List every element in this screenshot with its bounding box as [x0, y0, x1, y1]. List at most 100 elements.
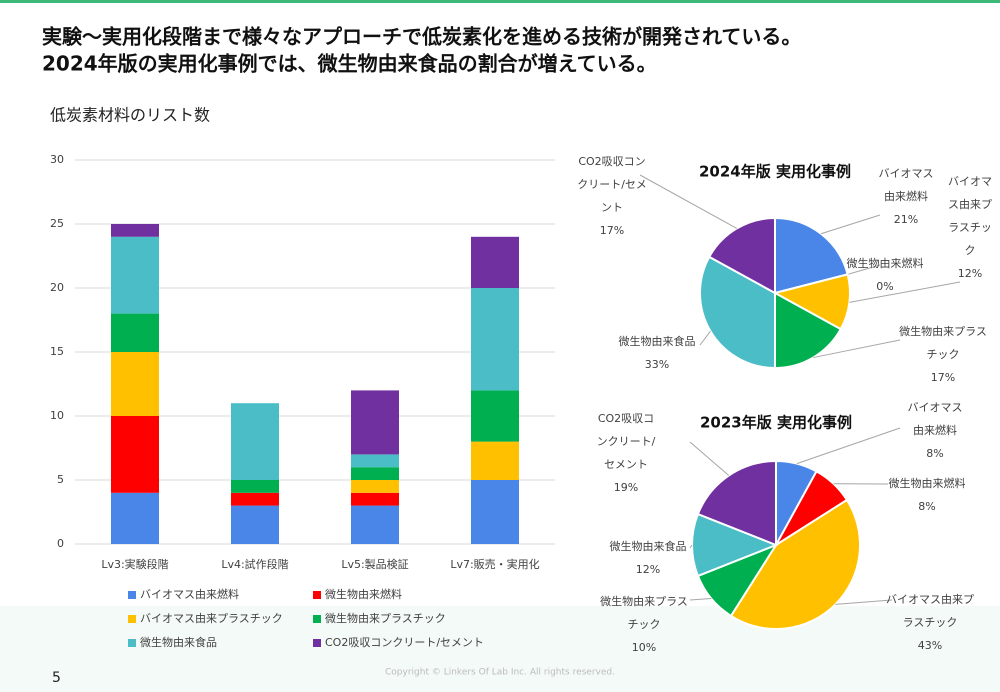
- legend-label: バイオマス由来プラスチック: [140, 611, 283, 625]
- legend-swatch: [313, 639, 321, 647]
- y-tick-label: 0: [57, 537, 64, 550]
- legend-swatch: [128, 615, 136, 623]
- pie-label-name: 微生物由来プラスチック: [899, 325, 987, 361]
- pie-label-name: 微生物由来燃料: [888, 477, 966, 490]
- bar-segment: [351, 480, 399, 493]
- legend-swatch: [313, 615, 321, 623]
- leader-line: [689, 441, 730, 476]
- leader-line: [820, 214, 881, 235]
- leader-line: [835, 599, 893, 605]
- bar-segment: [471, 288, 519, 391]
- pie-label-name: バイオマス由来プラスチック: [886, 593, 974, 629]
- pie-label-value: 8%: [926, 447, 944, 460]
- x-tick-label: Lv3:実験段階: [101, 557, 168, 571]
- y-tick-label: 25: [50, 217, 64, 230]
- y-tick-label: 15: [50, 345, 64, 358]
- top-rule: [0, 0, 1000, 3]
- pie-title: 2024年版 実用化事例: [699, 163, 851, 181]
- bar-segment: [231, 480, 279, 493]
- page-number: 5: [52, 670, 61, 686]
- bar-segment: [111, 313, 159, 352]
- pie-label-name: 微生物由来燃料: [846, 257, 924, 270]
- legend-label: 微生物由来食品: [140, 635, 217, 649]
- leader-line: [813, 339, 901, 359]
- x-tick-label: Lv7:販売・実用化: [450, 557, 539, 571]
- leader-line: [699, 330, 711, 346]
- legend-label: 微生物由来燃料: [325, 587, 402, 601]
- leader-line: [849, 281, 961, 303]
- pie-label-name: 微生物由来食品: [609, 540, 687, 553]
- legend-label: CO2吸収コンクリート/セメント: [325, 636, 484, 649]
- x-tick-label: Lv5:製品検証: [341, 557, 408, 571]
- leader-line: [689, 544, 693, 549]
- pie-label-value: 17%: [930, 371, 956, 384]
- pie-label-name: バイオマス由来燃料: [907, 401, 963, 437]
- pie-label: バイオマス由来プラスチック 12%: [945, 170, 995, 285]
- pie-label-value: 43%: [917, 639, 943, 652]
- copyright: Copyright © Linkers Of Lab Inc. All righ…: [385, 668, 615, 678]
- bar-segment: [111, 492, 159, 544]
- bar-segment: [351, 492, 399, 506]
- bar-segment: [231, 492, 279, 506]
- pie-label-name: CO2吸収コンクリート/セメント: [577, 155, 647, 214]
- leader-line: [847, 264, 881, 275]
- pie-label-name: 微生物由来プラスチック: [600, 595, 688, 631]
- pie-label: 微生物由来食品 33%: [611, 330, 703, 376]
- legend-swatch: [313, 591, 321, 599]
- chart-title: 低炭素材料のリスト数: [50, 106, 210, 125]
- legend-label: バイオマス由来燃料: [140, 587, 239, 601]
- footer-band: [0, 606, 1000, 692]
- pie-label-value: 12%: [635, 563, 661, 576]
- pie-label-name: バイオマス由来燃料: [878, 167, 934, 203]
- pie-label: バイオマス由来燃料 8%: [904, 396, 966, 465]
- bar-segment: [231, 403, 279, 480]
- bar-segment: [351, 505, 399, 544]
- bar-segment: [231, 505, 279, 544]
- pie-label: 微生物由来プラスチック 10%: [600, 590, 688, 659]
- pie-label: 微生物由来燃料 0%: [840, 252, 930, 298]
- pie-slice: [774, 291, 843, 370]
- pie-label-value: 12%: [957, 267, 983, 280]
- pie-label-value: 17%: [599, 224, 625, 237]
- pie-label-value: 0%: [876, 280, 894, 293]
- pie-label-name: バイオマス由来プラスチック: [948, 175, 992, 257]
- y-tick-label: 10: [50, 409, 64, 422]
- bar-segment: [351, 454, 399, 468]
- y-tick-label: 5: [57, 473, 64, 486]
- leader-line: [689, 598, 712, 601]
- leader-line: [796, 427, 901, 465]
- bar-segment: [111, 416, 159, 493]
- legend-label: 微生物由来プラスチック: [325, 611, 446, 625]
- bar-segment: [471, 480, 519, 544]
- bar-segment: [111, 352, 159, 416]
- pie-label: 微生物由来燃料 8%: [882, 472, 972, 518]
- bar-segment: [111, 224, 159, 237]
- pie-label: CO2吸収コンクリート/セメント 19%: [595, 407, 657, 499]
- pie-label-value: 21%: [893, 213, 919, 226]
- pie-label: バイオマス由来プラスチック 43%: [885, 588, 975, 657]
- bar-segment: [471, 236, 519, 288]
- pie-label-value: 19%: [613, 481, 639, 494]
- pie-label: 微生物由来プラスチック 17%: [898, 320, 988, 389]
- pie-label: 微生物由来食品 12%: [604, 535, 692, 581]
- pie-title: 2023年版 実用化事例: [700, 414, 852, 432]
- bar-segment: [351, 390, 399, 455]
- bar-segment: [351, 467, 399, 480]
- pie-label-name: CO2吸収コンクリート/セメント: [596, 412, 656, 471]
- pie-label: バイオマス由来燃料 21%: [875, 162, 937, 231]
- pie-label: CO2吸収コンクリート/セメント 17%: [573, 150, 651, 242]
- legend-swatch: [128, 591, 136, 599]
- y-tick-label: 30: [50, 153, 64, 166]
- header-title: 2024年版の実用化事例では、微生物由来食品の割合が増えている。: [42, 52, 657, 76]
- header-title: 実験〜実用化段階まで様々なアプローチで低炭素化を進める技術が開発されている。: [42, 25, 801, 49]
- pie-slice: [696, 459, 777, 547]
- pie-label-name: 微生物由来食品: [618, 335, 696, 348]
- bar-segment: [471, 390, 519, 442]
- legend-swatch: [128, 639, 136, 647]
- y-tick-label: 20: [50, 281, 64, 294]
- pie-label-value: 33%: [644, 358, 670, 371]
- pie-label-value: 10%: [631, 641, 657, 654]
- pie-label-value: 8%: [918, 500, 936, 513]
